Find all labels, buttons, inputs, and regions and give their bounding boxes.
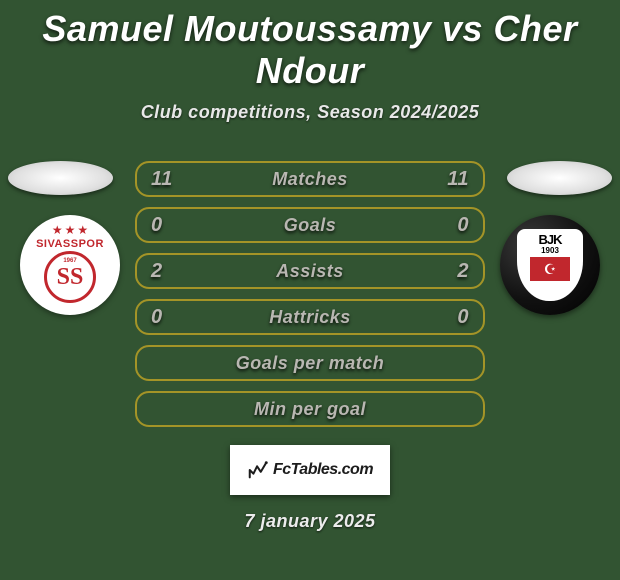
comparison-area: ★ ★ ★ SIVASSPOR 1967 SS BJK 1903 ☪ 11Mat… bbox=[0, 161, 620, 427]
date-label: 7 january 2025 bbox=[0, 511, 620, 532]
stat-label: Goals per match bbox=[181, 353, 439, 374]
stat-row: 0Goals0 bbox=[135, 207, 485, 243]
comparison-card: Samuel Moutoussamy vs Cher Ndour Club co… bbox=[0, 0, 620, 580]
star-icon: ★ bbox=[65, 223, 76, 237]
stat-value-left: 11 bbox=[151, 168, 181, 191]
club-year-left: 1967 bbox=[63, 258, 76, 264]
stat-row: Min per goal bbox=[135, 391, 485, 427]
club-name-right: BJK bbox=[538, 232, 561, 247]
star-icon: ★ bbox=[77, 223, 88, 237]
star-icon: ★ bbox=[52, 223, 63, 237]
shadow-ellipse-right bbox=[507, 161, 612, 195]
bjk-shield: BJK 1903 ☪ bbox=[517, 229, 583, 301]
fctables-logo-icon bbox=[247, 459, 269, 481]
stat-value-right: 2 bbox=[439, 260, 469, 283]
club-initials-left: SS bbox=[57, 265, 84, 289]
stat-row: Goals per match bbox=[135, 345, 485, 381]
fctables-label: FcTables.com bbox=[273, 461, 373, 479]
crescent-star-icon: ☪ bbox=[544, 261, 557, 278]
club-name-left: SIVASSPOR bbox=[36, 238, 104, 250]
stat-value-left: 0 bbox=[151, 306, 181, 329]
stat-label: Assists bbox=[181, 261, 439, 282]
page-title: Samuel Moutoussamy vs Cher Ndour bbox=[0, 0, 620, 92]
stat-value-right: 11 bbox=[439, 168, 469, 191]
stat-value-right: 0 bbox=[439, 214, 469, 237]
shadow-ellipse-left bbox=[8, 161, 113, 195]
stat-label: Min per goal bbox=[181, 399, 439, 420]
subtitle: Club competitions, Season 2024/2025 bbox=[0, 102, 620, 123]
stats-list: 11Matches110Goals02Assists20Hattricks0Go… bbox=[135, 161, 485, 427]
stat-value-left: 0 bbox=[151, 214, 181, 237]
sivas-stars: ★ ★ ★ bbox=[52, 223, 88, 237]
stat-row: 11Matches11 bbox=[135, 161, 485, 197]
club-logo-right: BJK 1903 ☪ bbox=[500, 215, 600, 315]
stat-value-left: 2 bbox=[151, 260, 181, 283]
stat-value-right: 0 bbox=[439, 306, 469, 329]
stat-label: Hattricks bbox=[181, 307, 439, 328]
stat-label: Goals bbox=[181, 215, 439, 236]
stat-row: 0Hattricks0 bbox=[135, 299, 485, 335]
stat-row: 2Assists2 bbox=[135, 253, 485, 289]
fctables-badge: FcTables.com bbox=[230, 445, 390, 495]
bjk-flag: ☪ bbox=[530, 257, 570, 281]
stat-label: Matches bbox=[181, 169, 439, 190]
club-logo-left: ★ ★ ★ SIVASSPOR 1967 SS bbox=[20, 215, 120, 315]
sivas-circle: 1967 SS bbox=[44, 251, 96, 303]
club-year-right: 1903 bbox=[541, 246, 559, 255]
